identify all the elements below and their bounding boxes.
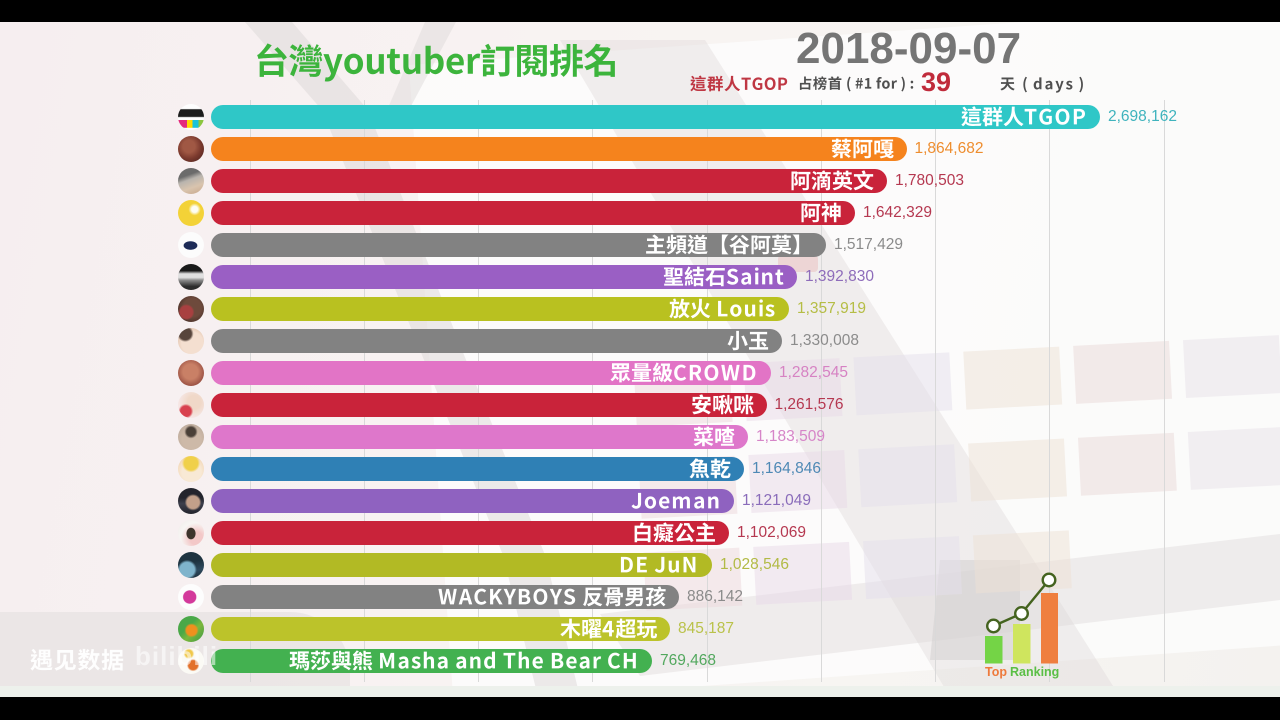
svg-text:Ranking: Ranking — [1010, 665, 1059, 679]
svg-text:Top: Top — [985, 665, 1007, 679]
